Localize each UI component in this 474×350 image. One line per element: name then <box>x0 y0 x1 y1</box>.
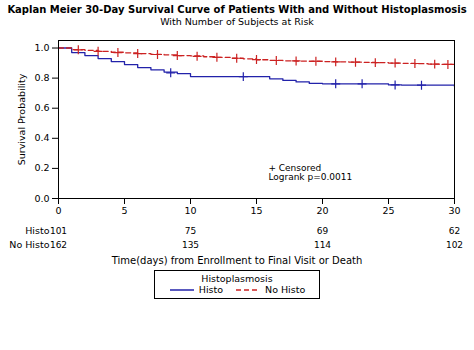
svg-text:162: 162 <box>50 240 67 250</box>
svg-text:10: 10 <box>184 205 196 216</box>
html-text:With Number of Subjects at Ris: With Number of Subjects at Risk <box>160 16 314 27</box>
svg-text:0.0: 0.0 <box>34 193 49 204</box>
svg-text:102: 102 <box>446 240 463 250</box>
svg-text:Histo: Histo <box>25 225 49 236</box>
svg-text:0.4: 0.4 <box>34 132 49 143</box>
html-text:No Histo: No Histo <box>265 284 306 295</box>
svg-text:0.8: 0.8 <box>34 72 49 83</box>
svg-text:75: 75 <box>185 226 196 236</box>
svg-text:5: 5 <box>121 205 127 216</box>
svg-text:30: 30 <box>448 205 460 216</box>
svg-text:15: 15 <box>250 205 262 216</box>
svg-text:0.2: 0.2 <box>34 162 49 173</box>
svg-text:Survival Probability: Survival Probability <box>16 73 27 165</box>
svg-text:69: 69 <box>317 226 329 236</box>
svg-text:1.0: 1.0 <box>34 42 49 53</box>
svg-text:101: 101 <box>50 226 67 236</box>
html-text:Time(days) from Enrollment to: Time(days) from Enrollment to Final Visi… <box>111 255 363 266</box>
html-text:Histo: Histo <box>198 284 223 295</box>
svg-text:135: 135 <box>182 240 199 250</box>
html-text:Histoplasmosis: Histoplasmosis <box>201 273 273 284</box>
svg-text:0: 0 <box>55 205 61 216</box>
svg-text:62: 62 <box>449 226 460 236</box>
svg-text:0.6: 0.6 <box>34 102 49 113</box>
svg-text:25: 25 <box>382 205 394 216</box>
html-text:Kaplan Meier 30-Day Survival C: Kaplan Meier 30-Day Survival Curve of Pa… <box>7 4 467 15</box>
svg-text:+ CensoredLogrank p=0.0011: + CensoredLogrank p=0.0011 <box>268 163 352 182</box>
svg-text:114: 114 <box>314 240 331 250</box>
svg-text:20: 20 <box>316 205 328 216</box>
svg-text:No Histo: No Histo <box>9 239 49 250</box>
